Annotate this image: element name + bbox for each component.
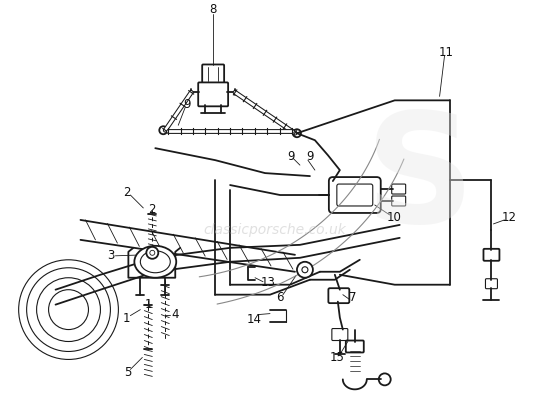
Circle shape (379, 373, 390, 385)
FancyBboxPatch shape (483, 249, 499, 261)
Text: 9: 9 (184, 98, 191, 111)
Text: 13: 13 (261, 276, 276, 289)
FancyBboxPatch shape (332, 328, 348, 340)
Circle shape (297, 262, 313, 278)
Circle shape (293, 129, 301, 137)
Circle shape (150, 250, 155, 255)
Circle shape (160, 126, 167, 134)
Text: 4: 4 (172, 308, 179, 321)
FancyBboxPatch shape (486, 279, 497, 289)
Text: 14: 14 (246, 313, 262, 326)
Circle shape (302, 267, 308, 273)
Text: S: S (365, 106, 475, 254)
Text: 9: 9 (306, 150, 313, 163)
Text: classicporsche.co.uk: classicporsche.co.uk (204, 223, 346, 237)
Text: 6: 6 (276, 291, 284, 304)
Circle shape (146, 247, 158, 259)
Text: 11: 11 (439, 46, 454, 59)
Text: 2: 2 (124, 186, 131, 198)
Text: 2: 2 (148, 204, 156, 216)
FancyBboxPatch shape (337, 184, 373, 206)
FancyBboxPatch shape (329, 177, 381, 213)
Text: 3: 3 (107, 249, 114, 262)
FancyBboxPatch shape (198, 82, 228, 106)
FancyBboxPatch shape (328, 288, 349, 303)
Text: 5: 5 (124, 366, 131, 379)
FancyBboxPatch shape (392, 184, 406, 194)
Text: 1: 1 (123, 312, 130, 325)
Text: 10: 10 (386, 212, 401, 224)
Text: 7: 7 (349, 291, 356, 304)
Ellipse shape (134, 246, 176, 278)
Text: 8: 8 (210, 3, 217, 16)
FancyBboxPatch shape (346, 340, 364, 352)
Text: 1: 1 (145, 298, 152, 311)
Text: 12: 12 (502, 212, 517, 224)
FancyBboxPatch shape (392, 196, 406, 206)
FancyBboxPatch shape (202, 64, 224, 84)
Ellipse shape (140, 251, 170, 273)
Text: 9: 9 (287, 150, 295, 163)
Text: 15: 15 (329, 351, 344, 364)
